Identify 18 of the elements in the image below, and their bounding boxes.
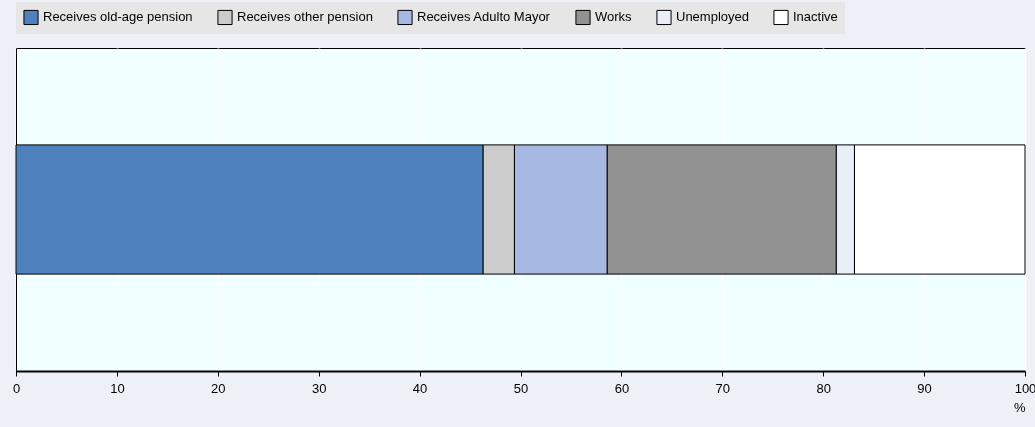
x-tick-label: 90 [917,380,932,396]
x-tick-label: 100 [1014,380,1035,396]
x-axis-title: % [1013,399,1026,415]
x-tick-label: 20 [211,380,226,396]
x-tick-label: 0 [12,380,21,396]
x-tick-label: 30 [311,380,327,396]
legend-label: Receives old-age pension [43,9,193,25]
x-tick-label: 40 [412,380,428,396]
legend-label: Unemployed [676,9,749,25]
x-tick-label: 70 [715,380,731,396]
legend-label: Inactive [793,9,838,25]
x-tick-label: 80 [816,380,831,396]
x-tick-label: 60 [614,380,630,396]
x-tick-label: 50 [513,380,529,396]
x-tick-label: 10 [110,380,125,396]
legend-label: Receives other pension [237,9,373,25]
legend-label: Works [595,9,633,25]
legend-label: Receives Adulto Mayor [417,9,551,25]
